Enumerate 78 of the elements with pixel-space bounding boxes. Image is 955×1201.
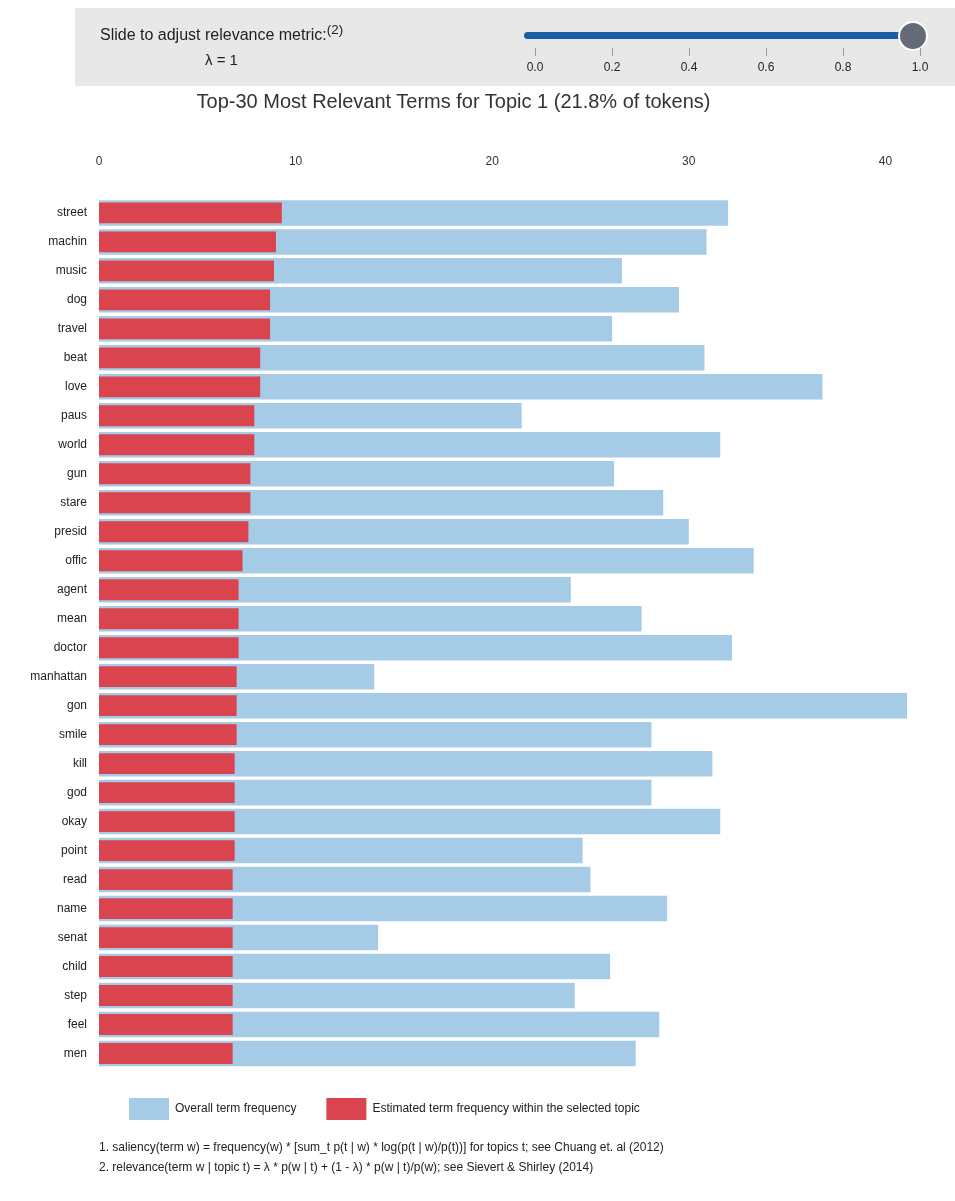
bar [99, 405, 255, 427]
bar [99, 782, 235, 804]
y-tick-label: paus [60, 408, 87, 423]
bar [99, 898, 233, 920]
y-tick-label: agent [56, 582, 88, 597]
text: 0.6 [757, 60, 775, 74]
y-tick-label: presid [54, 524, 87, 539]
bar [99, 289, 271, 311]
bar [99, 347, 261, 369]
bar [99, 1043, 233, 1064]
y-tick-label: step [64, 987, 88, 1002]
y-tick-label: stare [60, 495, 88, 510]
y-tick-label: okay [61, 813, 87, 828]
text: 1.0 [911, 60, 929, 74]
text: Slide to adjust relevance metric:$^{(2)}$ [100, 22, 344, 45]
y-tick-label: point [60, 842, 88, 857]
bar [99, 956, 233, 977]
y-tick-label: machin [48, 234, 87, 249]
y-tick-label: beat [63, 350, 88, 365]
bar [99, 492, 251, 514]
bar [99, 434, 255, 456]
y-tick-label: street [56, 205, 88, 220]
y-tick-label: read [62, 871, 87, 886]
y-tick-label: offic [65, 553, 87, 568]
y-tick-label: manhattan [30, 668, 87, 683]
bar [99, 869, 233, 891]
text: 0.8 [834, 60, 852, 74]
y-tick-label: music [55, 263, 87, 278]
bar [99, 753, 235, 775]
bar [99, 463, 251, 485]
chart-title: Top-30 Most Relevant Terms for Topic 1 (21.8% of tokens) [196, 89, 711, 112]
y-tick-label: kill [73, 755, 87, 770]
bar [99, 985, 233, 1006]
bar [99, 521, 249, 543]
bar [99, 318, 271, 340]
y-tick-label: dog [66, 292, 87, 307]
y-tick-label: mean [56, 611, 87, 626]
bar [99, 666, 237, 688]
y-tick-label: travel [57, 321, 87, 336]
text: 1. saliency(term w) = frequency(w) * [sum_t p(t | w) * log(p(t | w)/p(t))] for topics t; see Chuang et. al (2012) [99, 1140, 664, 1154]
y-tick-label: men [63, 1045, 87, 1060]
bar [99, 231, 276, 253]
text: 0.4 [680, 60, 698, 74]
x-tick-label: 10 [288, 153, 303, 168]
x-tick-label: 40 [878, 153, 893, 168]
bar [99, 579, 239, 601]
y-tick-label: gun [66, 466, 87, 481]
y-tick-label: smile [58, 726, 88, 741]
x-tick-label: 0 [95, 153, 103, 168]
y-tick-label: love [64, 379, 88, 394]
text: λ = 1 [205, 51, 238, 68]
bar [99, 695, 237, 717]
bar [99, 608, 239, 630]
x-tick-label: 20 [485, 153, 500, 168]
y-tick-label: doctor [53, 640, 87, 655]
bar [99, 840, 235, 862]
bar [99, 1014, 233, 1035]
y-tick-label: child [62, 958, 87, 973]
y-tick-label: senat [57, 929, 88, 944]
y-tick-label: name [56, 900, 88, 915]
text: 2. relevance(term w | topic t) = λ * p(w | t) + (1 - λ) * p(w | t)/p(w); see Sievert & Shirley (2014) [99, 1160, 594, 1174]
bar [99, 811, 235, 833]
bar [99, 637, 239, 659]
bar [99, 376, 261, 398]
y-tick-label: gon [66, 697, 87, 712]
bar [99, 202, 282, 224]
bar [99, 260, 274, 282]
y-tick-label: god [66, 784, 87, 799]
text: 0.2 [603, 60, 621, 74]
y-tick-label: feel [67, 1016, 87, 1031]
bar [99, 550, 243, 572]
legend-label: Estimated term frequency within the selected topic [372, 1101, 640, 1116]
legend-label: Overall term frequency [175, 1101, 297, 1116]
x-tick-label: 30 [682, 153, 696, 168]
bar [99, 724, 237, 746]
bar [99, 927, 233, 948]
y-tick-label: world [57, 437, 87, 452]
text: 0.0 [526, 60, 544, 74]
